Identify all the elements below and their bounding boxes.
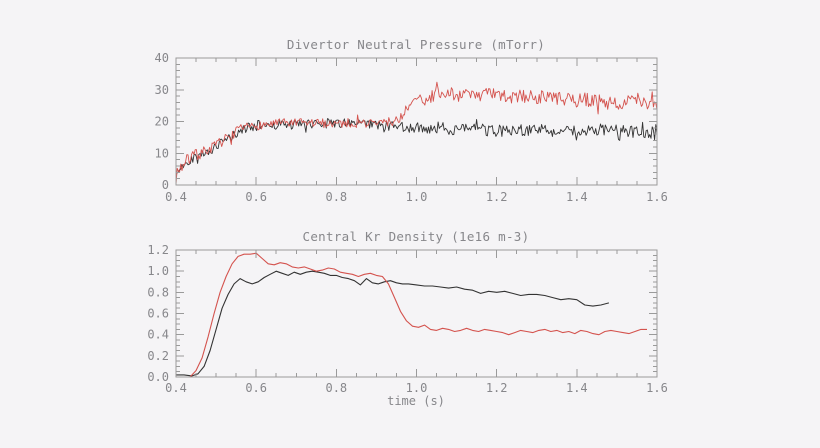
y-tick-label: 20 bbox=[155, 115, 169, 129]
pressure-chart-series bbox=[176, 81, 657, 185]
x-tick-label: 0.6 bbox=[245, 381, 267, 395]
plot-frame bbox=[175, 249, 658, 378]
y-tick-label: 0.6 bbox=[147, 307, 169, 321]
x-tick-label: 1.4 bbox=[566, 381, 588, 395]
x-tick-label: 0.4 bbox=[165, 190, 187, 204]
x-tick-label: 1.4 bbox=[566, 190, 588, 204]
y-tick-label: 0 bbox=[162, 178, 169, 192]
red-trace bbox=[176, 81, 657, 185]
pressure-chart-tick-labels: 0.4 0.6 0.8 1.0 1.2 1.4 1.6 0 10 20 30 40 bbox=[155, 51, 668, 204]
density-chart-axes bbox=[175, 249, 658, 378]
x-tick-label: 0.4 bbox=[165, 381, 187, 395]
density-chart: Central Kr Density (1e16 m-3) 0.4 0.6 0.8 1… bbox=[147, 229, 668, 408]
x-tick-label: 1.0 bbox=[406, 381, 428, 395]
y-tick-label: 40 bbox=[155, 51, 169, 65]
y-tick-label: 0.2 bbox=[147, 349, 169, 363]
y-tick-label: 1.2 bbox=[147, 243, 169, 257]
density-chart-series bbox=[176, 252, 647, 377]
pressure-chart-axes bbox=[175, 57, 658, 186]
y-tick-label: 0.4 bbox=[147, 328, 169, 342]
black-trace bbox=[176, 118, 657, 177]
pressure-chart: Divertor Neutral Pressure (mTorr) 0.4 0.6… bbox=[155, 37, 668, 204]
x-tick-label: 0.8 bbox=[325, 381, 347, 395]
y-tick-label: 10 bbox=[155, 146, 169, 160]
plot-frame bbox=[175, 57, 658, 186]
red-trace bbox=[176, 252, 647, 377]
x-tick-label: 0.6 bbox=[245, 190, 267, 204]
x-tick-label: 1.2 bbox=[486, 381, 508, 395]
pressure-chart-title: Divertor Neutral Pressure (mTorr) bbox=[287, 37, 545, 52]
density-chart-title: Central Kr Density (1e16 m-3) bbox=[303, 229, 530, 244]
y-tick-label: 30 bbox=[155, 83, 169, 97]
x-tick-label: 0.8 bbox=[325, 190, 347, 204]
y-tick-label: 0.0 bbox=[147, 370, 169, 384]
x-tick-label: 1.6 bbox=[646, 190, 668, 204]
y-tick-label: 1.0 bbox=[147, 264, 169, 278]
x-tick-label: 1.2 bbox=[486, 190, 508, 204]
x-tick-label: 1.0 bbox=[406, 190, 428, 204]
density-chart-tick-labels: 0.4 0.6 0.8 1.0 1.2 1.4 1.6 0.0 0.2 0.4 0.6 0.8 1.0 1… bbox=[147, 243, 668, 395]
y-tick-label: 0.8 bbox=[147, 285, 169, 299]
time-axis-label: time (s) bbox=[387, 394, 445, 408]
x-tick-label: 1.6 bbox=[646, 381, 668, 395]
black-trace bbox=[176, 270, 610, 377]
